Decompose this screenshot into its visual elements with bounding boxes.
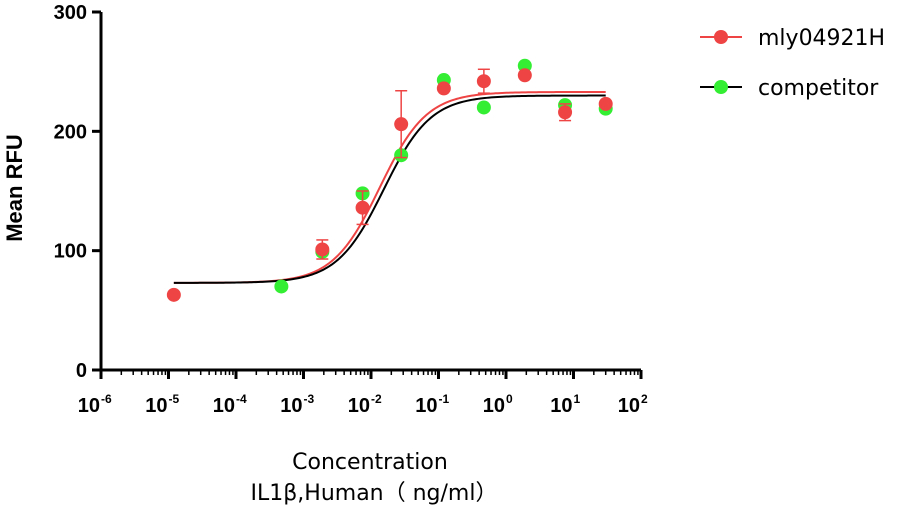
x-tick-label-base: 10 <box>483 395 505 417</box>
data-point-mly04921H <box>476 74 491 89</box>
x-tick-label-base: 10 <box>348 395 370 417</box>
data-point-mly04921H <box>517 68 532 83</box>
data-point-mly04921H <box>355 200 370 215</box>
x-tick-label: 10 1 <box>550 392 580 417</box>
x-tick-label-base: 10 <box>550 395 572 417</box>
y-tick-label: 200 <box>54 121 87 143</box>
data-point-mly04921H <box>394 117 409 132</box>
x-tick-label: 10 -1 <box>415 392 449 417</box>
x-tick-label-exponent: -3 <box>304 392 315 406</box>
x-tick-label-exponent: -6 <box>101 392 112 406</box>
data-point-mly04921H <box>436 81 451 96</box>
data-point-mly04921H <box>598 96 613 111</box>
x-tick-label-exponent: 0 <box>506 392 513 406</box>
y-tick-label: 300 <box>54 2 87 24</box>
x-tick-label-base: 10 <box>415 395 437 417</box>
x-tick-label-base: 10 <box>618 395 640 417</box>
data-point-competitor <box>476 100 491 115</box>
fit-curve-mly04921H <box>173 90 606 284</box>
legend: mly04921H competitor <box>700 26 885 101</box>
x-tick-label-exponent: -5 <box>169 392 180 406</box>
x-tick-label: 10 -6 <box>78 392 112 417</box>
data-point-mly04921H <box>558 105 573 120</box>
x-tick-label-base: 10 <box>145 395 167 417</box>
x-tick-label-exponent: 2 <box>641 392 648 406</box>
data-point-mly04921H <box>166 287 181 302</box>
legend-label-competitor: competitor <box>758 76 879 101</box>
legend-label-mly04921H: mly04921H <box>758 26 885 51</box>
y-axis-title: Mean RFU <box>2 134 27 242</box>
y-tick-label: 0 <box>76 360 87 382</box>
x-tick-label: 10 2 <box>618 392 648 417</box>
legend-marker-mly04921H <box>714 30 728 44</box>
x-tick-label: 10 -3 <box>280 392 314 417</box>
x-axis-title-line2: IL1β,Human（ ng/ml） <box>251 481 498 506</box>
x-tick-label-exponent: -1 <box>439 392 450 406</box>
x-tick-label: 10 0 <box>483 392 513 417</box>
x-tick-label-base: 10 <box>280 395 302 417</box>
data-points <box>166 58 613 302</box>
x-tick-label-exponent: -2 <box>371 392 382 406</box>
x-tick-label-exponent: 1 <box>574 392 581 406</box>
legend-marker-competitor <box>714 80 728 94</box>
x-tick-label: 10 -5 <box>145 392 179 417</box>
x-axis-title-line1: Concentration <box>292 450 448 475</box>
x-tick-label-exponent: -4 <box>236 392 247 406</box>
fit-curve-competitor <box>173 94 606 284</box>
x-tick-label: 10 -2 <box>348 392 382 417</box>
data-point-mly04921H <box>315 242 330 257</box>
data-point-competitor <box>274 279 289 294</box>
x-tick-label-base: 10 <box>213 395 235 417</box>
y-tick-label: 100 <box>54 241 87 263</box>
x-tick-label: 10 -4 <box>213 392 247 417</box>
fit-curves <box>173 90 606 284</box>
x-tick-label-base: 10 <box>78 395 100 417</box>
